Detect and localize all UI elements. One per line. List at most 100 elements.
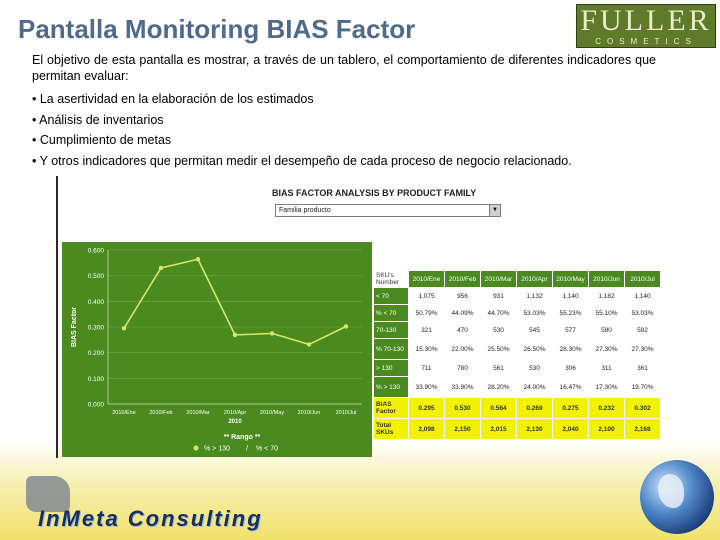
- table-cell: 2,098: [409, 419, 444, 439]
- table-cell: 2,015: [481, 419, 516, 439]
- logo-main-text: FULLER: [580, 4, 712, 37]
- table-cell: 17.30%: [589, 377, 624, 397]
- column-header: 2010/Jul: [625, 271, 660, 287]
- select-value: Familia producto: [279, 207, 331, 214]
- table-row: 70-130 321 470 530 545 577 590 592: [374, 322, 660, 338]
- row-label: Total SKUs: [374, 419, 408, 439]
- row-label: > 130: [374, 360, 408, 376]
- data-point: [269, 331, 275, 336]
- x-tick-label: 2010/Apr: [224, 410, 246, 416]
- row-label: % 70-130: [374, 339, 408, 359]
- table-cell: 321: [409, 322, 444, 338]
- column-header: 2010/Feb: [445, 271, 480, 287]
- column-header: 2010/Apr: [517, 271, 552, 287]
- legend-title: ** Rango **: [224, 434, 261, 441]
- row-label: < 70: [374, 288, 408, 304]
- table-cell: 16.47%: [553, 377, 588, 397]
- data-point: [158, 265, 164, 271]
- table-row: % < 70 50.79% 44.09% 44.70% 53.03% 55.23% 55.1…: [374, 305, 660, 321]
- table-cell: 0.530: [445, 398, 480, 418]
- bias-factor-chart: BIAS Factor 0.000 0.100 0.200 0.300 0.400 0.50…: [62, 242, 372, 457]
- intro-paragraph: El objetivo de esta pantalla es mostrar,…: [32, 53, 656, 83]
- product-family-select[interactable]: Familia producto ▼: [275, 204, 501, 217]
- table-cell: 2,130: [517, 419, 552, 439]
- table-cell: 55.10%: [589, 305, 624, 321]
- row-label: % < 70: [374, 305, 408, 321]
- table-cell: 33.90%: [445, 377, 480, 397]
- legend-entry: /: [246, 446, 248, 453]
- bullet-item: • La asertividad en la elaboración de lo…: [32, 92, 314, 106]
- sku-table: SKU's Number 2010/Ene 2010/Feb 2010/Mar 2010…: [373, 270, 661, 440]
- table-cell: 545: [517, 322, 552, 338]
- table-cell: 27.30%: [625, 339, 660, 359]
- bullet-item: • Y otros indicadores que permitan medir…: [32, 153, 572, 168]
- table-cell: 2,100: [589, 419, 624, 439]
- y-tick-label: 0.300: [88, 325, 105, 332]
- column-header: 2010/May: [553, 271, 588, 287]
- vertical-divider: [56, 176, 58, 458]
- table-cell: 28.30%: [553, 339, 588, 359]
- puzzle-piece-icon: [26, 476, 70, 512]
- table-cell: 931: [481, 288, 516, 304]
- table-header-label: SKU's Number: [374, 271, 408, 287]
- fuller-logo: FULLER COSMETICS: [576, 4, 716, 48]
- table-cell: 0.275: [553, 398, 588, 418]
- table-cell: 22.00%: [445, 339, 480, 359]
- dropdown-arrow-icon[interactable]: ▼: [489, 205, 500, 216]
- globe-icon: [640, 460, 714, 534]
- table-cell: 55.23%: [553, 305, 588, 321]
- x-tick-label: 2010/May: [260, 410, 284, 416]
- table-cell: 1,140: [553, 288, 588, 304]
- table-cell: 1,075: [409, 288, 444, 304]
- x-tick-label: 2010/Feb: [149, 410, 172, 416]
- total-skus-row: Total SKUs 2,098 2,150 2,015 2,130 2,040 2,100…: [374, 419, 660, 439]
- table-cell: 0.302: [625, 398, 660, 418]
- column-header: 2010/Ene: [409, 271, 444, 287]
- logo-sub-text: COSMETICS: [595, 37, 697, 46]
- y-tick-label: 0.500: [88, 273, 105, 280]
- table-cell: 19.70%: [625, 377, 660, 397]
- table-row: % > 130 33.90% 33.90% 28.20% 24.00% 16.47% 17.…: [374, 377, 660, 397]
- table-cell: 361: [625, 360, 660, 376]
- dashboard-title: BIAS FACTOR ANALYSIS BY PRODUCT FAMILY: [272, 188, 477, 198]
- y-tick-label: 0.600: [88, 248, 105, 255]
- table-cell: 0.232: [589, 398, 624, 418]
- brand-logo-text: InMeta Consulting: [38, 506, 263, 531]
- table-cell: 1,182: [589, 288, 624, 304]
- table-cell: 530: [481, 322, 516, 338]
- data-point: [232, 332, 238, 338]
- data-point: [121, 326, 127, 331]
- row-label: BIAS Factor: [374, 398, 408, 418]
- x-tick-label: 2010/Ene: [112, 410, 136, 416]
- y-axis-label: BIAS Factor: [71, 307, 78, 347]
- table-cell: 530: [517, 360, 552, 376]
- table-cell: 780: [445, 360, 480, 376]
- y-tick-label: 0.000: [88, 402, 105, 409]
- table-cell: 577: [553, 322, 588, 338]
- table-cell: 53.03%: [625, 305, 660, 321]
- table-cell: 561: [481, 360, 516, 376]
- x-axis-label: 2010: [228, 419, 242, 425]
- table-cell: 592: [625, 322, 660, 338]
- table-cell: 50.79%: [409, 305, 444, 321]
- legend-marker-icon: [193, 445, 199, 451]
- table-cell: 33.90%: [409, 377, 444, 397]
- table-cell: 2,168: [625, 419, 660, 439]
- table-cell: 0.564: [481, 398, 516, 418]
- table-cell: 0.295: [409, 398, 444, 418]
- column-header: 2010/Mar: [481, 271, 516, 287]
- y-tick-label: 0.200: [88, 350, 105, 357]
- table-cell: 2,040: [553, 419, 588, 439]
- table-cell: 470: [445, 322, 480, 338]
- table-cell: 0.269: [517, 398, 552, 418]
- table-header-row: SKU's Number 2010/Ene 2010/Feb 2010/Mar 2010…: [374, 271, 660, 287]
- row-label: % > 130: [374, 377, 408, 397]
- table-row: % 70-130 15.30% 22.00% 25.50% 26.50% 28.30% 27…: [374, 339, 660, 359]
- table-cell: 590: [589, 322, 624, 338]
- legend-entry: % > 130: [204, 446, 230, 453]
- table-cell: 311: [589, 360, 624, 376]
- slide-title: Pantalla Monitoring BIAS Factor: [18, 14, 416, 44]
- bullet-list: • La asertividad en la elaboración de lo…: [32, 89, 572, 171]
- data-point: [306, 342, 312, 347]
- table-cell: 27.30%: [589, 339, 624, 359]
